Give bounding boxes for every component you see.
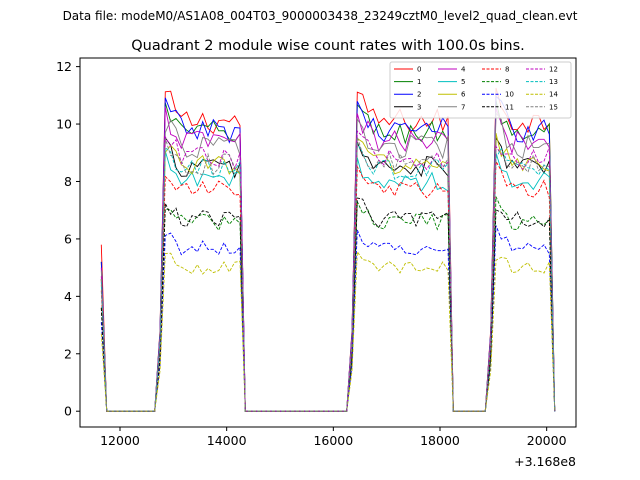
legend-label-5: 5	[461, 78, 465, 86]
legend-label-3: 3	[417, 103, 421, 111]
x-tick-label: 16000	[313, 433, 353, 448]
chart-suptitle: Data file: modeM0/AS1A08_004T03_90000034…	[63, 9, 578, 23]
y-tick-label: 6	[64, 231, 72, 246]
series-line-15	[100, 136, 556, 412]
legend-label-2: 2	[417, 91, 421, 99]
legend-label-13: 13	[549, 78, 558, 86]
x-offset-label: +3.168e8	[514, 454, 576, 469]
legend-label-9: 9	[505, 78, 509, 86]
legend-label-11: 11	[505, 103, 514, 111]
x-tick-label: 12000	[100, 433, 140, 448]
y-tick-label: 12	[56, 59, 72, 74]
legend-label-1: 1	[417, 78, 421, 86]
x-tick-label: 18000	[420, 433, 460, 448]
legend-label-10: 10	[505, 91, 514, 99]
legend-label-6: 6	[461, 91, 466, 99]
legend-box	[389, 61, 572, 119]
legend-label-8: 8	[505, 66, 509, 74]
legend-label-4: 4	[461, 66, 466, 74]
chart-title: Quadrant 2 module wise count rates with …	[131, 38, 525, 54]
series-line-12	[100, 130, 556, 412]
axes-frame	[79, 57, 577, 428]
legend-label-0: 0	[417, 66, 421, 74]
legend-label-12: 12	[549, 66, 558, 74]
y-tick-label: 0	[64, 404, 72, 419]
y-tick-label: 10	[56, 117, 72, 132]
legend-label-14: 14	[549, 91, 558, 99]
legend-label-7: 7	[461, 103, 465, 111]
x-tick-label: 20000	[527, 433, 567, 448]
x-tick-label: 14000	[207, 433, 247, 448]
y-tick-label: 8	[64, 174, 72, 189]
series-layer	[100, 87, 556, 412]
y-tick-label: 2	[64, 346, 72, 361]
legend-label-15: 15	[549, 103, 558, 111]
y-tick-label: 4	[64, 289, 72, 304]
